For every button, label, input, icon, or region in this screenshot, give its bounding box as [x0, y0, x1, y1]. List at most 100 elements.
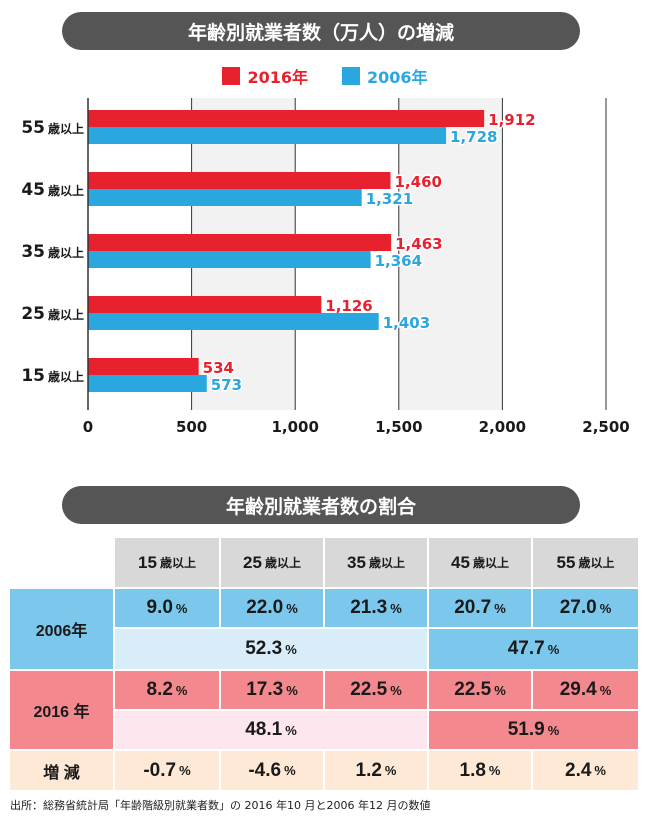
header-15: 15 歳以上 — [115, 538, 221, 589]
data-label: 1,321 — [366, 190, 413, 208]
header-num: 45 — [451, 552, 470, 572]
bar-2016 — [88, 296, 322, 313]
value: 20.7 — [454, 597, 492, 618]
chart-legend: 2016年 2006年 — [0, 64, 650, 88]
x-tick-label: 1,000 — [271, 418, 318, 436]
bar-2016 — [88, 172, 391, 189]
sum-2006-under45: 52.3% — [115, 629, 429, 671]
pct-unit: % — [286, 682, 298, 698]
bar-2016 — [88, 110, 485, 127]
value: 29.4 — [559, 679, 597, 700]
sum-2006-over45: 47.7% — [429, 629, 640, 671]
data-label: 1,403 — [383, 314, 430, 332]
header-45: 45 歳以上 — [429, 538, 533, 589]
bar-2006 — [88, 375, 207, 392]
cell-2006-45: 20.7% — [429, 589, 533, 629]
cell-2006-15: 9.0% — [115, 589, 221, 629]
value: -4.6 — [248, 759, 282, 781]
header-num: 15 — [138, 552, 157, 572]
legend-swatch-2006 — [342, 67, 360, 85]
legend-item-2006: 2006年 — [342, 64, 428, 88]
y-category-label: 15 歳以上 — [21, 366, 84, 386]
ratio-table: 15 歳以上 25 歳以上 35 歳以上 45 歳以上 55 歳以上 2006年 9.0%… — [10, 538, 640, 792]
data-label: 573 — [211, 376, 242, 394]
value: 22.5 — [454, 679, 492, 700]
cell-2006-35: 21.3% — [325, 589, 429, 629]
data-label: 1,463 — [395, 235, 442, 253]
cell-2016-35: 22.5% — [325, 671, 429, 711]
value: 22.0 — [246, 597, 284, 618]
header-35: 35 歳以上 — [325, 538, 429, 589]
pct-unit: % — [179, 763, 191, 778]
pct-unit: % — [175, 600, 188, 616]
grid-band — [398, 98, 503, 410]
bar-2006 — [88, 127, 447, 144]
pct-unit: % — [286, 600, 298, 616]
data-label: 1,912 — [488, 111, 535, 129]
cell-2016-15: 8.2% — [115, 671, 221, 711]
bar-2006 — [88, 251, 371, 268]
pct-unit: % — [599, 682, 612, 698]
x-tick-label: 1,500 — [375, 418, 422, 436]
row-label-change: 増 減 — [10, 751, 115, 792]
cell-2006-25: 22.0% — [221, 589, 325, 629]
pct-unit: % — [594, 763, 606, 778]
bar-2016 — [88, 234, 392, 251]
table-title: 年齢別就業者数の割合 — [62, 486, 580, 524]
x-tick-label: 0 — [83, 418, 93, 436]
legend-label-2016: 2016年 — [247, 68, 308, 87]
cell-2016-25: 17.3% — [221, 671, 325, 711]
row-label-2016: 2016 年 — [10, 671, 115, 751]
cell-change-55: 2.4% — [533, 751, 640, 792]
pct-unit: % — [494, 682, 506, 698]
data-label: 1,460 — [395, 173, 442, 191]
value: 1.8 — [459, 759, 486, 781]
pct-unit: % — [494, 600, 506, 616]
header-suffix: 歳以上 — [264, 556, 301, 570]
header-suffix: 歳以上 — [472, 556, 509, 570]
value: 22.5 — [350, 679, 388, 700]
bar-2016 — [88, 358, 199, 375]
value: 52.3 — [245, 638, 283, 659]
value: 1.2 — [355, 759, 382, 781]
cell-change-15: -0.7% — [115, 751, 221, 792]
header-num: 35 — [347, 552, 366, 572]
legend-label-2006: 2006年 — [367, 68, 428, 87]
cell-2016-55: 29.4% — [533, 671, 640, 711]
sum-2016-over45: 51.9% — [429, 711, 640, 751]
bar-2006 — [88, 189, 362, 206]
cell-2016-45: 22.5% — [429, 671, 533, 711]
pct-unit: % — [390, 682, 402, 698]
value: 8.2 — [146, 679, 173, 700]
pct-unit: % — [285, 722, 297, 738]
header-num: 25 — [243, 552, 262, 572]
data-label: 1,728 — [450, 128, 497, 146]
y-category-label: 55 歳以上 — [21, 118, 84, 138]
pct-unit: % — [547, 641, 560, 657]
bar-2006 — [88, 313, 379, 330]
header-suffix: 歳以上 — [368, 556, 405, 570]
pct-unit: % — [547, 722, 560, 738]
pct-unit: % — [285, 641, 297, 657]
legend-swatch-2016 — [222, 67, 241, 85]
x-tick-label: 500 — [176, 418, 207, 436]
sum-2016-under45: 48.1% — [115, 711, 429, 751]
header-num: 55 — [556, 552, 576, 572]
cell-change-25: -4.6% — [221, 751, 325, 792]
y-category-label: 35 歳以上 — [21, 242, 84, 262]
pct-unit: % — [175, 682, 188, 698]
value: 9.0 — [146, 597, 173, 618]
chart-title: 年齢別就業者数（万人）の増減 — [62, 12, 580, 50]
pct-unit: % — [384, 763, 397, 778]
data-label: 534 — [203, 359, 234, 377]
pct-unit: % — [599, 600, 612, 616]
x-tick-label: 2,000 — [479, 418, 526, 436]
value: 47.7 — [507, 638, 545, 659]
x-tick-label: 2,500 — [582, 418, 629, 436]
pct-unit: % — [488, 763, 501, 778]
value: -0.7 — [143, 759, 177, 781]
source-note: 出所：総務省統計局「年齢階級別就業者数」の 2016 年10 月と2006 年1… — [10, 799, 431, 812]
value: 17.3 — [246, 679, 284, 700]
value: 2.4 — [565, 759, 592, 781]
